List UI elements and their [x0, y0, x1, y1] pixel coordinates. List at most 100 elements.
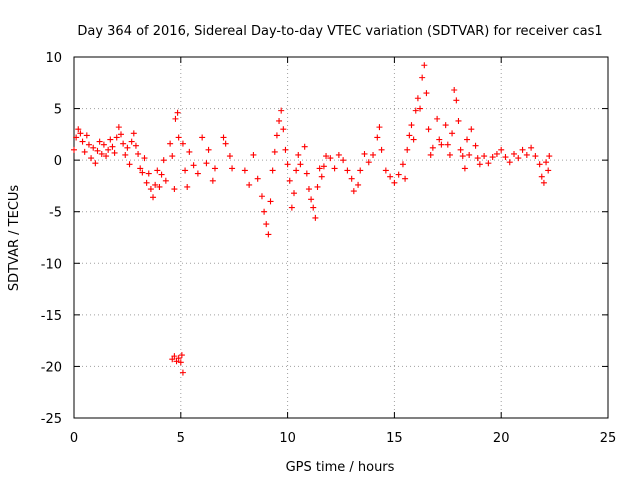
- data-point: [75, 126, 82, 133]
- data-point: [267, 198, 274, 205]
- data-point: [466, 151, 473, 158]
- data-point: [83, 132, 90, 139]
- data-point: [199, 134, 206, 141]
- data-point: [172, 115, 179, 122]
- data-point: [446, 151, 453, 158]
- data-point: [130, 130, 137, 137]
- data-point: [429, 144, 436, 151]
- data-point: [538, 173, 545, 180]
- data-point: [335, 151, 342, 158]
- data-point: [276, 117, 283, 124]
- data-point: [278, 107, 285, 114]
- data-point: [438, 141, 445, 148]
- data-point: [190, 162, 197, 169]
- data-point: [145, 170, 152, 177]
- data-point: [177, 359, 184, 366]
- data-point: [476, 161, 483, 168]
- data-point: [265, 231, 272, 238]
- data-point: [88, 155, 95, 162]
- data-point: [182, 167, 189, 174]
- data-point: [284, 161, 291, 168]
- data-point: [81, 148, 88, 155]
- data-point: [139, 169, 146, 176]
- data-point: [73, 134, 80, 141]
- data-point: [211, 165, 218, 172]
- data-point: [410, 136, 417, 143]
- data-point: [532, 153, 539, 160]
- scatter-points: [71, 62, 553, 376]
- data-point: [226, 153, 233, 160]
- x-axis-label: GPS time / hours: [286, 460, 395, 475]
- data-point: [459, 153, 466, 160]
- data-point: [186, 148, 193, 155]
- data-point: [220, 134, 227, 141]
- data-point: [340, 157, 347, 164]
- data-point: [453, 97, 460, 104]
- data-point: [135, 150, 142, 157]
- data-point: [545, 167, 552, 174]
- data-point: [85, 141, 92, 148]
- data-point: [156, 183, 163, 190]
- data-point: [301, 143, 308, 150]
- data-point: [167, 140, 174, 147]
- data-point: [399, 161, 406, 168]
- y-tick-label: 5: [54, 103, 62, 118]
- data-point: [303, 170, 310, 177]
- data-point: [493, 150, 500, 157]
- data-point: [241, 167, 248, 174]
- data-point: [382, 167, 389, 174]
- data-point: [143, 179, 150, 186]
- data-point: [436, 136, 443, 143]
- data-point: [115, 124, 122, 131]
- data-point: [175, 134, 182, 141]
- data-point: [540, 179, 547, 186]
- data-point: [374, 134, 381, 141]
- data-point: [178, 352, 185, 359]
- data-point: [523, 151, 530, 158]
- y-tick-label: -5: [49, 206, 62, 221]
- data-point: [173, 358, 180, 365]
- data-point: [109, 143, 116, 150]
- data-point: [417, 105, 424, 112]
- data-point: [331, 165, 338, 172]
- data-point: [314, 183, 321, 190]
- data-point: [502, 154, 509, 161]
- data-point: [261, 208, 268, 215]
- data-point: [269, 167, 276, 174]
- data-point: [489, 154, 496, 161]
- data-point: [308, 196, 315, 203]
- data-point: [425, 126, 432, 133]
- data-point: [442, 122, 449, 129]
- data-point: [174, 109, 181, 116]
- plot-frame: [73, 56, 609, 419]
- data-point: [154, 167, 161, 174]
- data-point: [449, 130, 456, 137]
- data-point: [291, 190, 298, 197]
- data-point: [124, 144, 131, 151]
- data-point: [408, 122, 415, 129]
- data-point: [387, 173, 394, 180]
- data-point: [194, 170, 201, 177]
- data-point: [71, 146, 77, 153]
- data-point: [406, 132, 413, 139]
- data-point: [246, 181, 253, 188]
- data-point: [355, 181, 362, 188]
- data-point: [506, 159, 513, 166]
- data-point: [90, 144, 97, 151]
- x-tick-label: 0: [70, 431, 78, 446]
- data-point: [100, 141, 107, 148]
- data-point: [305, 186, 312, 193]
- data-point: [361, 150, 368, 157]
- data-point: [205, 146, 212, 153]
- data-point: [122, 151, 129, 158]
- data-point: [546, 153, 553, 160]
- data-point: [150, 194, 157, 201]
- data-point: [120, 140, 127, 147]
- data-point: [451, 87, 458, 94]
- data-point: [79, 138, 86, 145]
- data-point: [179, 369, 186, 376]
- data-point: [310, 204, 317, 211]
- x-tick-label: 5: [177, 431, 185, 446]
- data-point: [320, 163, 327, 170]
